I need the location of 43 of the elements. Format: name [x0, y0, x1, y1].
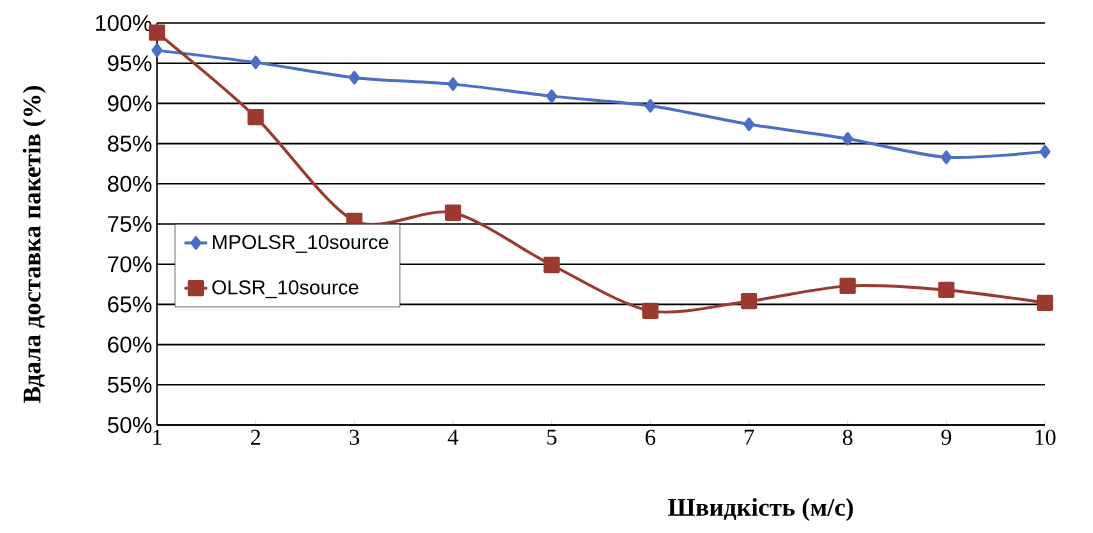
- point: [444, 204, 462, 221]
- y-tick-label: 90%: [107, 95, 152, 112]
- point: [348, 70, 360, 85]
- x-tick-label: 6: [645, 429, 656, 445]
- x-tick-label: 1: [153, 429, 162, 445]
- y-tick-label: 75%: [108, 216, 152, 232]
- y-tick-label: 85%: [107, 135, 152, 152]
- point: [250, 55, 262, 70]
- y-tick-label: 50%: [107, 416, 152, 434]
- point: [644, 99, 656, 113]
- point: [642, 302, 659, 319]
- x-tick-label: 4: [447, 429, 459, 445]
- point: [1036, 294, 1054, 311]
- point: [447, 77, 459, 91]
- point: [151, 43, 163, 58]
- y-tick-label: 95%: [107, 55, 152, 72]
- point: [940, 150, 952, 165]
- y-tick-label: 80%: [107, 175, 152, 192]
- y-tick-label: 60%: [108, 336, 152, 353]
- point: [1039, 144, 1051, 159]
- y-tick-label: 55%: [107, 376, 152, 393]
- x-tick-label: 2: [251, 429, 261, 445]
- legend-label: MPOLSR_10source: [213, 234, 389, 253]
- point: [546, 89, 558, 103]
- x-tick-label: 8: [842, 429, 853, 446]
- point: [743, 117, 755, 132]
- x-tick-label: 9: [941, 429, 952, 445]
- y-tick-label: 65%: [108, 296, 152, 313]
- y-tick-label: 100%: [96, 14, 152, 32]
- point: [247, 108, 264, 126]
- point: [938, 281, 955, 299]
- y-axis-title: Вдала доставка пакетів (%): [22, 86, 46, 403]
- point: [839, 277, 856, 295]
- point: [543, 256, 560, 274]
- point: [842, 131, 854, 146]
- x-tick-label: 10: [1035, 429, 1056, 446]
- x-tick-label: 5: [547, 429, 557, 445]
- x-tick-label: 7: [744, 429, 755, 445]
- point: [740, 293, 758, 310]
- y-tick-label: 70%: [108, 256, 152, 273]
- x-axis-title: Швидкість (м/с): [668, 498, 853, 522]
- x-tick-label: 3: [349, 429, 360, 445]
- legend-label: OLSR_10source: [212, 280, 359, 299]
